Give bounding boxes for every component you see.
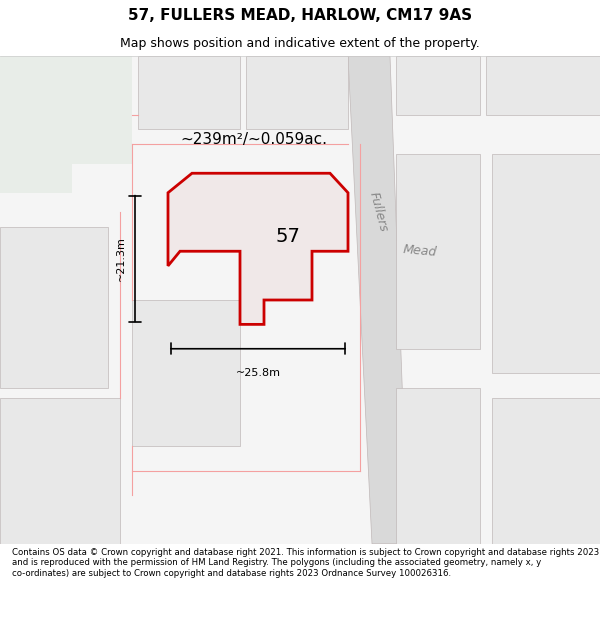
Text: Mead: Mead bbox=[403, 243, 437, 259]
Polygon shape bbox=[486, 56, 600, 115]
Polygon shape bbox=[396, 56, 480, 115]
Polygon shape bbox=[246, 56, 348, 129]
Polygon shape bbox=[132, 300, 240, 446]
Polygon shape bbox=[0, 56, 132, 192]
Text: 57: 57 bbox=[275, 227, 301, 246]
Text: Contains OS data © Crown copyright and database right 2021. This information is : Contains OS data © Crown copyright and d… bbox=[12, 548, 599, 578]
Text: 57, FULLERS MEAD, HARLOW, CM17 9AS: 57, FULLERS MEAD, HARLOW, CM17 9AS bbox=[128, 8, 472, 23]
Text: ~21.3m: ~21.3m bbox=[116, 236, 126, 281]
Polygon shape bbox=[396, 154, 480, 349]
Polygon shape bbox=[396, 388, 480, 544]
Polygon shape bbox=[168, 173, 348, 324]
Text: ~239m²/~0.059ac.: ~239m²/~0.059ac. bbox=[180, 132, 327, 147]
Text: Map shows position and indicative extent of the property.: Map shows position and indicative extent… bbox=[120, 38, 480, 51]
Text: ~25.8m: ~25.8m bbox=[235, 368, 281, 378]
Polygon shape bbox=[0, 227, 108, 388]
Polygon shape bbox=[348, 56, 408, 544]
Polygon shape bbox=[138, 56, 240, 129]
Polygon shape bbox=[492, 398, 600, 544]
Polygon shape bbox=[0, 398, 120, 544]
Text: Fullers: Fullers bbox=[367, 191, 389, 234]
Polygon shape bbox=[492, 154, 600, 373]
